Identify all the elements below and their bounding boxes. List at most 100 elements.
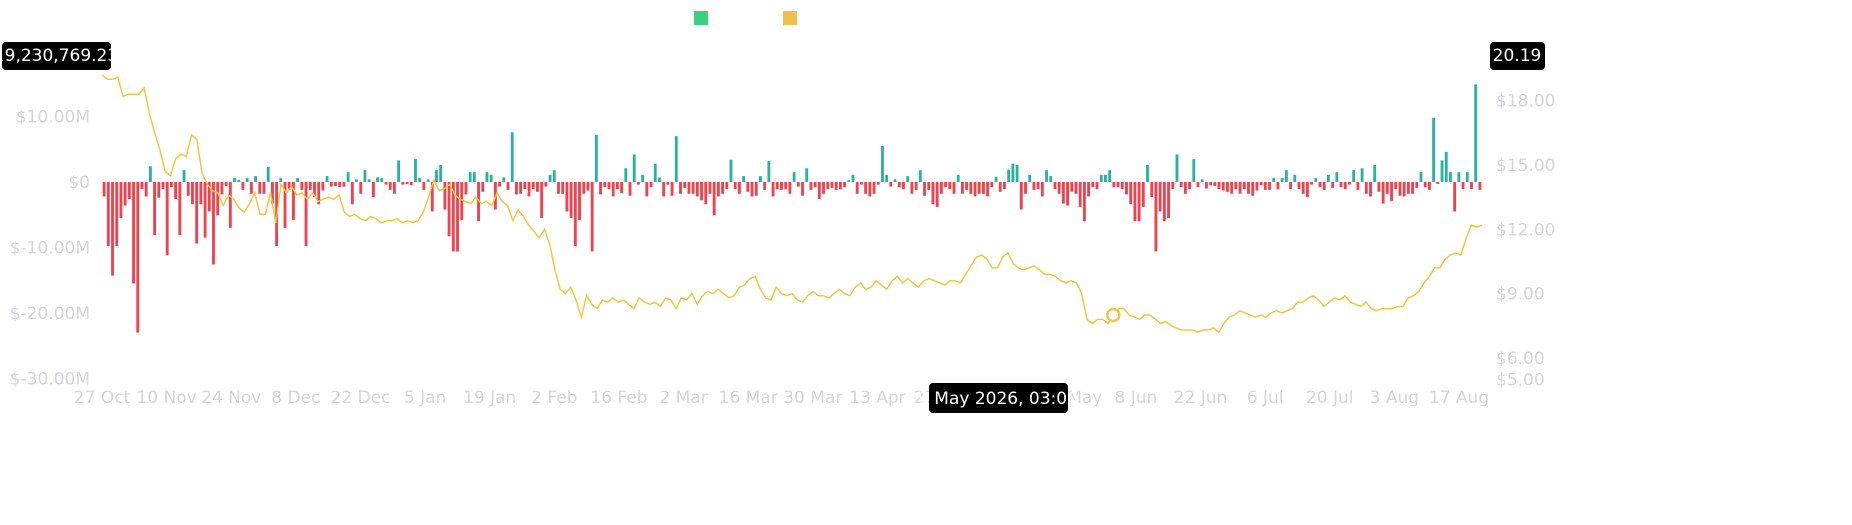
flow-bar	[157, 182, 161, 198]
flow-bar	[809, 182, 813, 190]
flow-bar	[418, 178, 422, 182]
x-axis-tick: 24 Nov	[201, 388, 261, 408]
flow-bar	[906, 176, 910, 182]
flow-bar	[1146, 164, 1149, 182]
flow-bar	[952, 182, 956, 194]
legend-flow-swatch[interactable]	[694, 11, 708, 25]
flow-bar	[1066, 182, 1070, 206]
flow-bar	[548, 174, 552, 182]
flow-bar	[397, 160, 401, 182]
flow-bar	[1419, 172, 1423, 182]
flow-bar	[826, 182, 830, 190]
flow-bar	[927, 182, 931, 190]
flow-bar	[498, 182, 502, 187]
flow-bar	[216, 182, 220, 216]
x-axis-tick: 27 Oct	[74, 388, 131, 408]
flow-bar	[708, 182, 712, 194]
flow-bar	[1478, 182, 1482, 190]
flow-bar	[1343, 182, 1347, 190]
flow-bar	[830, 182, 834, 188]
flow-bar	[1255, 182, 1259, 191]
flow-bar	[1141, 182, 1145, 207]
flow-bar	[721, 182, 725, 194]
flow-bar	[1070, 182, 1074, 192]
flow-bar	[1129, 182, 1133, 205]
x-axis-tick: 17 Aug	[1429, 388, 1489, 408]
flow-bar	[1305, 182, 1309, 198]
flow-bar	[334, 182, 337, 186]
flow-bar	[1217, 182, 1221, 190]
flow-bar	[1432, 117, 1436, 182]
flow-bar	[1133, 182, 1137, 222]
flow-bar	[1470, 182, 1473, 190]
flow-bar	[552, 170, 556, 182]
flow-bar	[1327, 174, 1330, 182]
flow-bar	[859, 182, 863, 185]
flow-bar	[561, 182, 565, 194]
flow-bar	[1036, 182, 1040, 190]
flow-bar	[300, 182, 304, 190]
x-axis-tick: 8 Dec	[271, 388, 320, 408]
flow-bar	[296, 178, 300, 182]
flow-bar	[986, 182, 990, 197]
flow-bar	[161, 182, 165, 190]
flow-bar	[1200, 179, 1204, 182]
flow-bar	[115, 182, 119, 247]
flow-bar	[1116, 182, 1120, 188]
flow-bar	[1011, 163, 1015, 182]
flow-bar	[944, 182, 947, 188]
flow-bar	[165, 182, 169, 256]
legend-price-swatch[interactable]	[783, 11, 797, 25]
flow-bar	[868, 182, 872, 197]
x-axis-tick: 3 Aug	[1370, 388, 1419, 408]
flow-bar	[1049, 176, 1053, 182]
flow-bar	[1040, 182, 1044, 197]
left-axis-tick: $0	[68, 173, 90, 193]
flow-bar	[136, 182, 140, 333]
flow-bar	[1171, 182, 1175, 190]
flow-bar	[1322, 182, 1326, 190]
flow-bar	[1259, 182, 1263, 186]
flow-bar	[767, 161, 771, 182]
flow-bar	[435, 170, 438, 182]
flow-bar	[1402, 182, 1406, 197]
flow-bar	[939, 182, 943, 194]
left-value-badge-bg	[2, 42, 111, 70]
x-axis-tick: 30 Mar	[783, 388, 842, 408]
flow-bar	[969, 182, 973, 194]
flow-bar	[392, 182, 396, 194]
flow-bar	[637, 182, 640, 185]
flow-bar	[885, 174, 889, 182]
flow-bar	[742, 176, 746, 182]
flow-bar	[1406, 182, 1410, 194]
flow-bar	[700, 182, 703, 201]
right-value-badge-text: 20.19	[1493, 46, 1542, 66]
flow-bar	[409, 182, 413, 186]
flow-bar	[540, 182, 544, 219]
flow-bar	[750, 182, 754, 197]
flow-bar	[1120, 182, 1124, 190]
x-axis-tick: 6 Jul	[1247, 388, 1284, 408]
flow-bar	[1449, 172, 1452, 182]
flow-bar	[658, 177, 661, 182]
flow-bar	[1369, 182, 1372, 197]
flow-bar	[843, 182, 847, 188]
flow-bar	[182, 170, 186, 182]
flow-bar	[683, 182, 687, 188]
flow-bar	[889, 182, 893, 187]
flow-bar	[506, 182, 510, 190]
flow-bar	[148, 166, 152, 182]
crosshair-marker	[1106, 307, 1121, 323]
flow-bar	[514, 182, 518, 195]
right-axis-ticks: $18.00 $15.00 $12.00 $9.00 $6.00$5.00	[1496, 92, 1555, 391]
flow-bar	[1087, 182, 1091, 197]
right-value-badge: 20.19	[1490, 42, 1545, 70]
flow-bar	[485, 172, 489, 182]
flow-bar	[414, 159, 417, 182]
crosshair-date-badge: 9 May 2026, 03:00	[918, 383, 1078, 413]
flow-bar	[1167, 182, 1170, 219]
flow-bar	[191, 182, 194, 205]
flow-bar	[632, 154, 636, 182]
flow-bar	[363, 170, 367, 182]
